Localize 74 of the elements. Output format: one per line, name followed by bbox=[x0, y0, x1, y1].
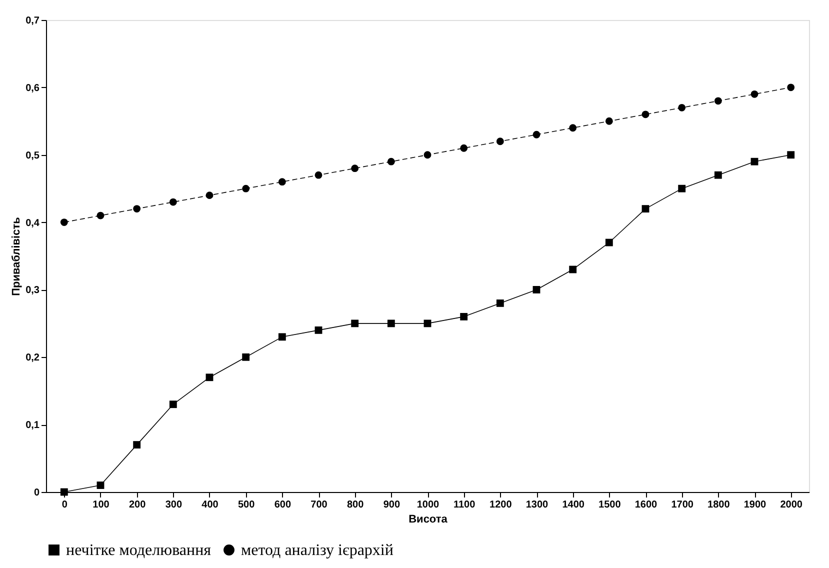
y-tick-label: 0,4 bbox=[26, 218, 40, 229]
y-tick-label: 0,2 bbox=[26, 352, 40, 364]
point bbox=[351, 164, 359, 172]
point bbox=[351, 320, 359, 328]
y-tick-label: 0,6 bbox=[26, 82, 40, 94]
point bbox=[569, 266, 577, 274]
point bbox=[424, 151, 432, 159]
x-tick-label: 700 bbox=[310, 500, 328, 510]
point bbox=[242, 353, 250, 361]
point bbox=[460, 144, 468, 152]
x-tick-label: 200 bbox=[128, 500, 146, 510]
point bbox=[278, 178, 286, 186]
point bbox=[678, 104, 686, 112]
x-tick-label: 600 bbox=[274, 500, 292, 510]
point bbox=[60, 218, 68, 226]
x-tick-label: 800 bbox=[346, 500, 364, 510]
point bbox=[714, 171, 722, 179]
point bbox=[314, 171, 322, 179]
x-tick-label: 1800 bbox=[708, 500, 730, 510]
x-axis-title: Висота bbox=[408, 514, 448, 526]
point bbox=[787, 151, 795, 159]
x-tick-label: 2000 bbox=[780, 500, 803, 510]
point bbox=[133, 441, 141, 449]
x-tick-label: 1100 bbox=[453, 500, 476, 510]
point bbox=[133, 205, 141, 212]
x-tick-label: 0 bbox=[62, 500, 68, 510]
point bbox=[496, 299, 504, 307]
x-tick-label: 1200 bbox=[490, 500, 512, 510]
point bbox=[605, 117, 613, 125]
x-tick-label: 300 bbox=[165, 500, 182, 510]
y-tick-label: 0,3 bbox=[26, 285, 40, 296]
x-tick-label: 1700 bbox=[671, 500, 694, 510]
point bbox=[206, 192, 214, 200]
point bbox=[787, 84, 795, 92]
x-tick-label: 400 bbox=[202, 500, 219, 510]
point bbox=[460, 312, 468, 320]
y-tick-label: 0,1 bbox=[26, 420, 40, 432]
y-tick-label: 0 bbox=[34, 488, 40, 498]
point bbox=[169, 198, 177, 206]
legend-label: нечітке моделювання bbox=[66, 542, 212, 559]
x-tick-label: 1900 bbox=[744, 500, 767, 510]
point bbox=[387, 320, 395, 328]
point bbox=[387, 158, 395, 166]
point bbox=[496, 138, 504, 146]
point bbox=[169, 400, 177, 408]
point bbox=[678, 184, 686, 192]
point bbox=[642, 110, 650, 118]
point bbox=[569, 124, 577, 132]
point bbox=[96, 482, 104, 489]
point bbox=[242, 184, 250, 192]
point bbox=[642, 205, 650, 213]
point bbox=[750, 90, 758, 98]
x-tick-label: 1300 bbox=[526, 500, 549, 510]
x-tick-label: 1500 bbox=[598, 500, 622, 510]
point bbox=[532, 130, 540, 138]
x-tick-label: 900 bbox=[383, 500, 400, 510]
point bbox=[750, 158, 758, 166]
x-tick-label: 1600 bbox=[634, 500, 658, 510]
point bbox=[278, 333, 286, 341]
x-tick-label: 1000 bbox=[416, 500, 440, 510]
point bbox=[714, 97, 722, 105]
y-tick-label: 0,5 bbox=[26, 150, 40, 162]
y-tick-label: 0,7 bbox=[26, 16, 40, 26]
legend-label: метод аналізу ієрархій bbox=[241, 542, 394, 559]
y-axis-title: Приваблівість bbox=[10, 216, 23, 296]
point bbox=[532, 286, 540, 294]
x-tick-label: 100 bbox=[92, 500, 110, 510]
point bbox=[424, 320, 432, 328]
point bbox=[605, 238, 613, 246]
point bbox=[314, 326, 322, 334]
x-tick-label: 500 bbox=[238, 500, 256, 510]
point bbox=[96, 212, 104, 220]
x-tick-label: 1400 bbox=[562, 500, 585, 510]
point bbox=[206, 374, 214, 382]
